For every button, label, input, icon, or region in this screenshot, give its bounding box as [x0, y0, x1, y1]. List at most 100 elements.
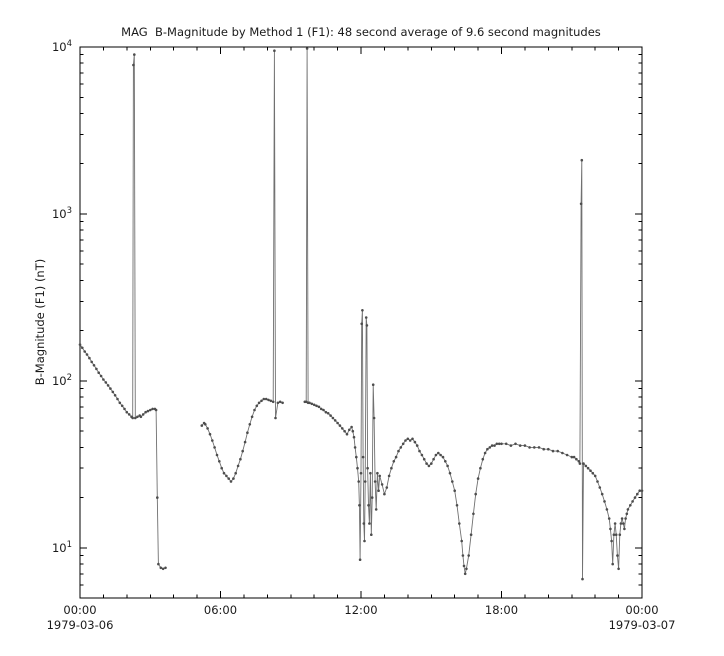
data-point	[333, 419, 337, 422]
data-point	[401, 442, 405, 446]
data-point	[204, 423, 207, 426]
data-point	[154, 408, 158, 412]
data-point	[151, 407, 154, 411]
data-point	[310, 402, 314, 406]
data-point	[432, 457, 435, 461]
data-point	[92, 364, 96, 367]
data-point	[542, 447, 545, 451]
data-point	[609, 527, 612, 531]
y-tick-label: 104	[52, 39, 72, 54]
data-point	[85, 353, 89, 356]
data-point	[136, 415, 139, 419]
data-point	[336, 421, 339, 425]
data-point	[605, 508, 609, 511]
data-point	[509, 444, 513, 447]
data-point	[580, 158, 584, 162]
data-point	[218, 460, 221, 463]
data-point	[348, 428, 351, 432]
data-point	[490, 444, 494, 447]
data-point	[537, 446, 541, 449]
data-point	[131, 416, 134, 420]
data-point	[497, 442, 501, 446]
data-point	[458, 522, 461, 525]
data-point	[324, 410, 328, 414]
axes	[79, 46, 643, 599]
data-point	[437, 451, 440, 455]
data-point	[582, 462, 585, 465]
data-point	[404, 439, 407, 442]
data-point	[629, 504, 632, 507]
data-point	[586, 466, 590, 470]
data-point	[206, 427, 209, 430]
data-point	[591, 471, 595, 475]
data-point	[139, 415, 143, 419]
data-point	[317, 405, 321, 409]
y-tick-label: 101	[52, 540, 72, 555]
data-point	[367, 504, 370, 507]
data-point	[371, 383, 375, 387]
data-point	[125, 410, 129, 414]
data-point	[624, 517, 627, 520]
x-tick-label: 12:00	[344, 603, 377, 617]
data-point	[355, 455, 358, 459]
data-point	[460, 539, 464, 543]
data-point	[213, 446, 216, 449]
data-point	[581, 577, 584, 581]
data-point	[434, 453, 438, 457]
data-point	[376, 471, 379, 475]
data-point	[358, 558, 362, 561]
data-point	[374, 508, 378, 511]
data-point	[133, 53, 136, 56]
data-point	[369, 471, 372, 475]
x-tick-label: 18:00	[485, 603, 518, 617]
data-point	[408, 439, 412, 442]
data-point	[383, 492, 386, 496]
data-point	[234, 471, 237, 475]
data-point	[633, 496, 637, 499]
data-point	[343, 429, 346, 433]
data-point	[422, 457, 426, 461]
data-point	[622, 522, 625, 525]
data-point	[220, 466, 223, 470]
data-point	[373, 480, 377, 483]
data-point	[626, 508, 630, 511]
data-point	[211, 439, 214, 442]
data-point	[474, 492, 478, 496]
data-point	[598, 486, 602, 489]
data-point	[276, 401, 280, 405]
data-point	[523, 444, 527, 447]
data-point	[616, 554, 619, 557]
data-point	[273, 49, 276, 52]
data-point	[518, 444, 522, 447]
y-tick-label: 102	[52, 373, 72, 388]
data-point	[362, 522, 366, 525]
data-point	[357, 480, 361, 483]
data-point	[120, 404, 124, 408]
y-tick-label: 103	[52, 206, 72, 221]
data-point	[255, 404, 259, 408]
data-point	[479, 466, 482, 470]
data-point	[102, 378, 105, 381]
data-point	[271, 400, 275, 404]
data-point	[430, 462, 433, 465]
data-point	[257, 401, 261, 405]
data-point	[368, 522, 371, 525]
data-point	[619, 522, 623, 525]
data-point	[81, 346, 84, 350]
data-point	[493, 444, 496, 447]
data-point	[448, 471, 452, 475]
data-point	[361, 455, 365, 459]
data-series-points	[78, 47, 644, 581]
data-point	[476, 477, 480, 480]
x-tick-label: 06:00	[204, 603, 237, 617]
data-point	[278, 400, 282, 404]
data-point	[611, 562, 614, 566]
data-point	[406, 437, 410, 441]
data-point	[248, 423, 252, 426]
data-point	[356, 466, 359, 470]
data-point	[463, 572, 467, 576]
data-point	[345, 432, 349, 436]
data-point	[308, 401, 311, 405]
